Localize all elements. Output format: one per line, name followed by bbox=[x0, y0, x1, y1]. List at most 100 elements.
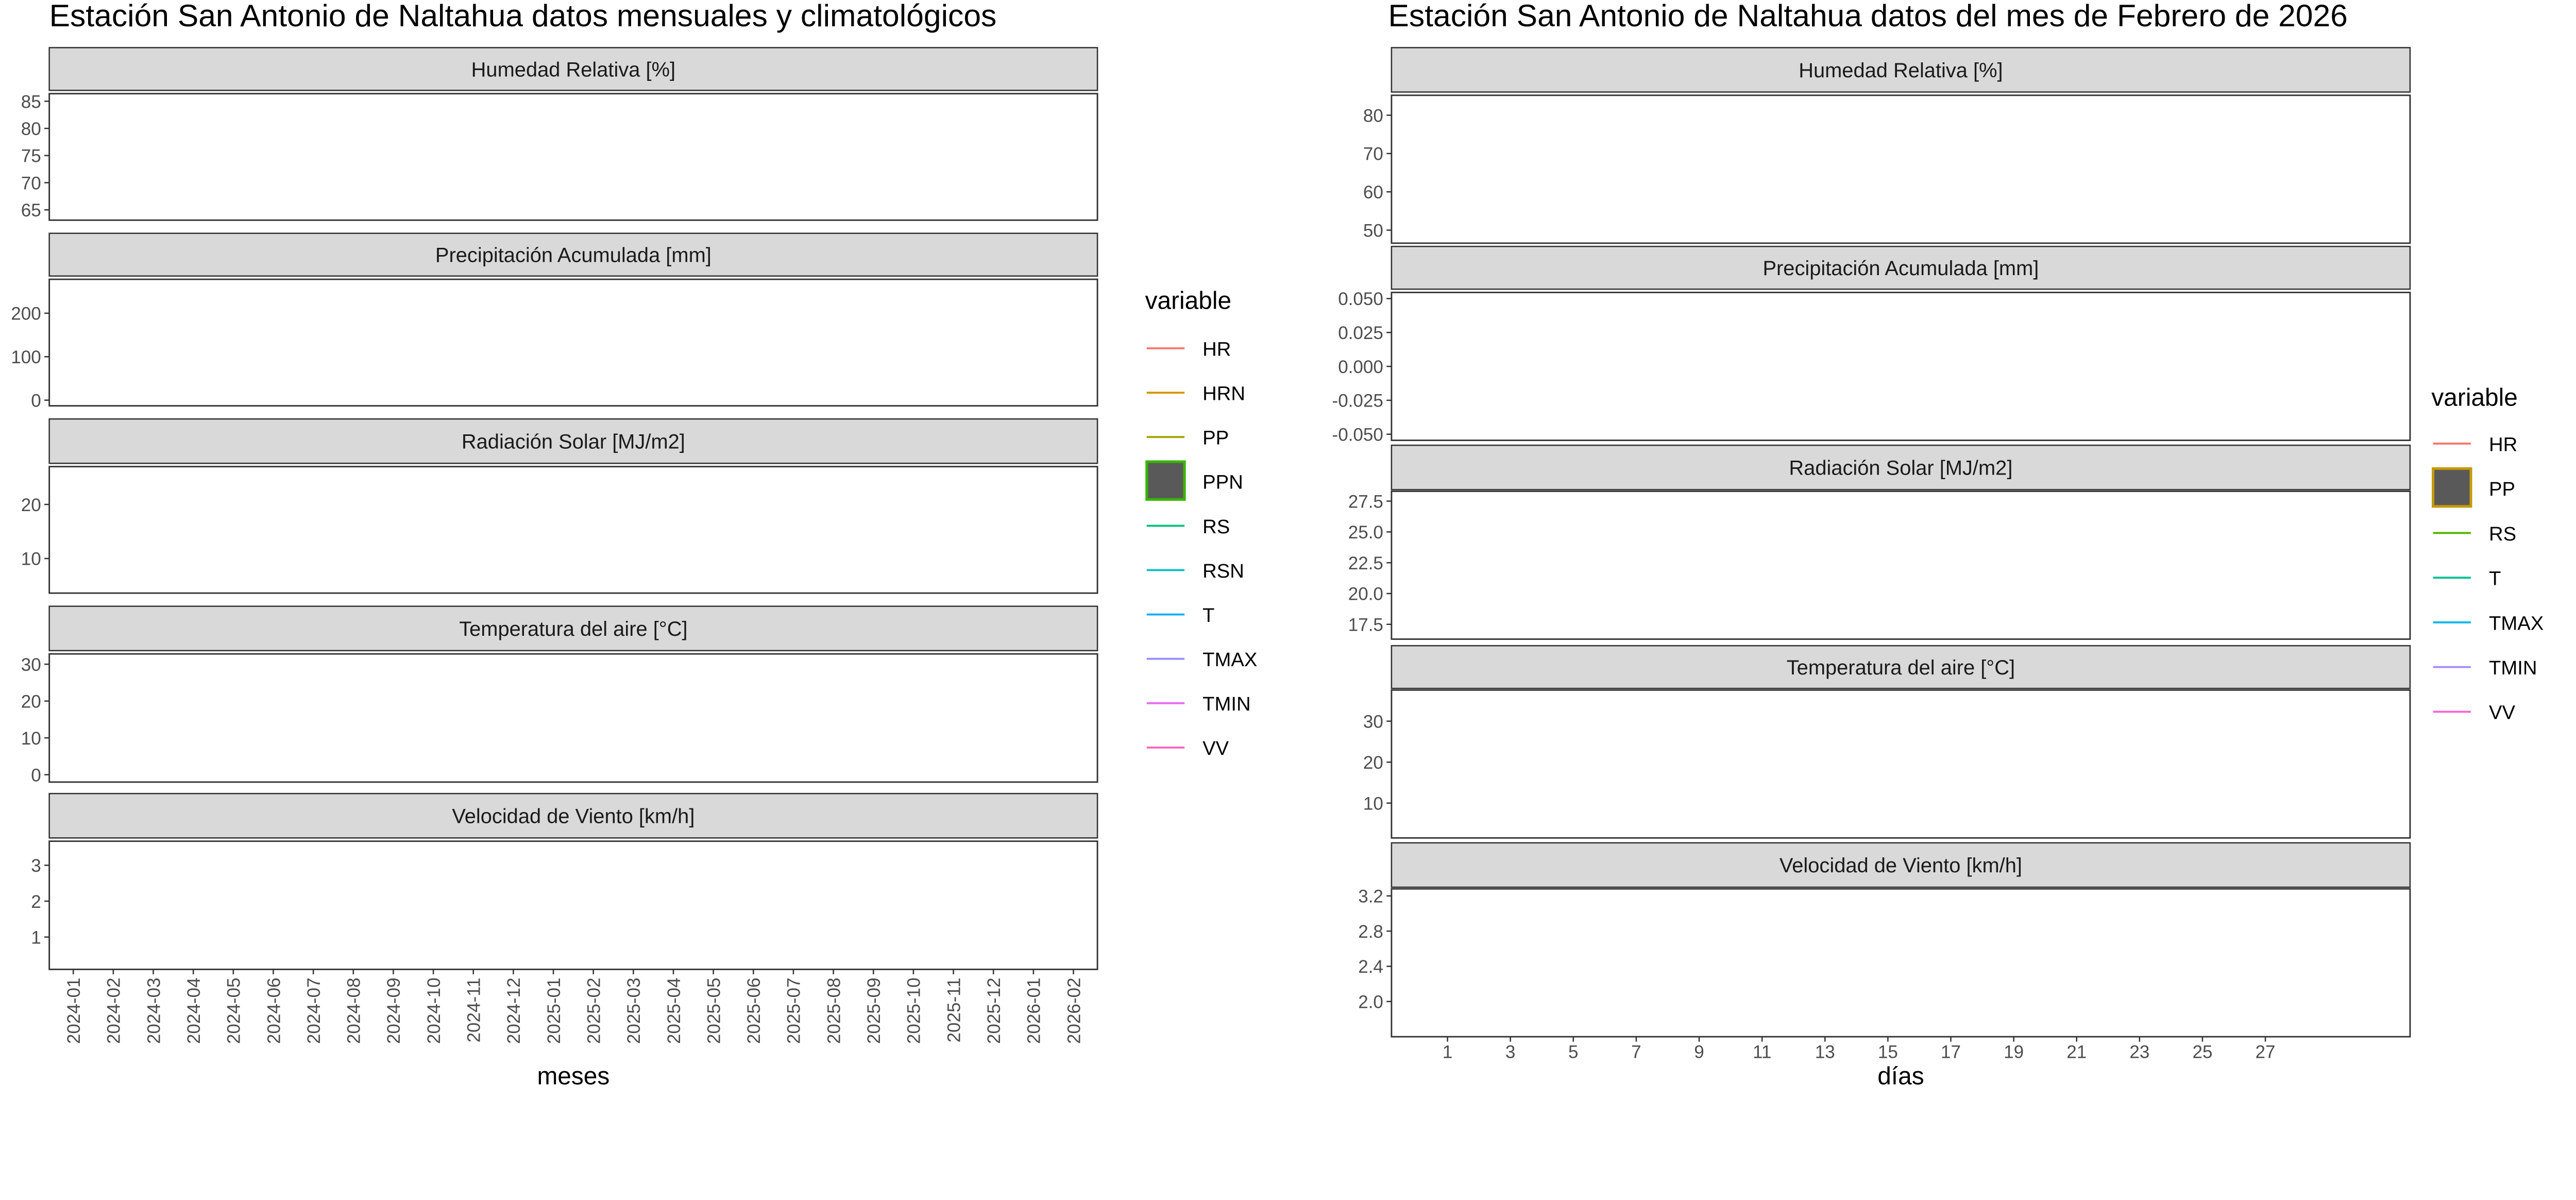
legend-label: PP bbox=[1202, 427, 1229, 449]
legend-label: VV bbox=[2489, 702, 2516, 724]
legend-item-tmax: TMAX bbox=[1146, 649, 1257, 671]
x-tick-label: 2024-10 bbox=[424, 977, 444, 1044]
y-tick-label: 2.4 bbox=[1358, 957, 1383, 977]
facet-title: Humedad Relativa [%] bbox=[471, 58, 675, 81]
x-tick-label: 7 bbox=[1631, 1042, 1641, 1062]
x-tick-label: 23 bbox=[2129, 1042, 2149, 1062]
x-tick-label: 2025-11 bbox=[944, 977, 964, 1042]
y-tick-label: 10 bbox=[21, 729, 41, 749]
x-tick-label: 2025-06 bbox=[744, 977, 764, 1044]
x-tick-label: 2025-10 bbox=[904, 977, 924, 1044]
facet-velocidad: Velocidad de Viento [km/h] 1 2 3 bbox=[31, 792, 1098, 970]
facet-title: Velocidad de Viento [km/h] bbox=[1780, 854, 2022, 877]
y-tick-label: 20 bbox=[1363, 753, 1383, 773]
legend-label: TMIN bbox=[1202, 693, 1250, 715]
x-tick-label: 2025-01 bbox=[544, 977, 564, 1044]
y-tick-label: 0.050 bbox=[1338, 289, 1383, 309]
legend-item-hr: HR bbox=[1146, 338, 1231, 360]
y-tick-label: 25.0 bbox=[1348, 522, 1383, 543]
y-tick-label: 3.2 bbox=[1358, 887, 1383, 907]
facet-humedad: Humedad Relativa [%] 65 70 75 80 85 bbox=[21, 47, 1098, 221]
y-tick-label: 0.000 bbox=[1338, 357, 1383, 377]
y-tick-label: 30 bbox=[1363, 712, 1383, 732]
x-tick-label: 2025-02 bbox=[584, 977, 604, 1044]
legend-item-t: T bbox=[2433, 568, 2501, 590]
panel-border bbox=[1391, 94, 2411, 244]
x-tick-label: 13 bbox=[1815, 1042, 1835, 1062]
legend-label: HR bbox=[1202, 338, 1231, 360]
facet-title: Precipitación Acumulada [mm] bbox=[435, 244, 711, 267]
x-tick-label: 3 bbox=[1505, 1042, 1516, 1062]
legend-item-pp: PP bbox=[1146, 427, 1229, 449]
legend-item-ppn: PPN bbox=[1145, 460, 1243, 501]
x-tick-label: 5 bbox=[1568, 1042, 1579, 1062]
legend-item-tmax: TMAX bbox=[2433, 612, 2544, 634]
legend-item-hr: HR bbox=[2433, 433, 2517, 455]
facet-strip bbox=[1391, 842, 2411, 888]
facet-title: Velocidad de Viento [km/h] bbox=[452, 805, 694, 828]
legend-label: TMIN bbox=[2489, 657, 2537, 679]
x-tick-label: 2025-07 bbox=[784, 977, 804, 1044]
panel-border bbox=[1391, 292, 2411, 442]
x-tick-label: 2025-05 bbox=[704, 977, 724, 1044]
x-tick-label: 15 bbox=[1878, 1042, 1898, 1062]
y-tick-label: 10 bbox=[1363, 793, 1383, 814]
x-tick-label: 2025-03 bbox=[624, 977, 644, 1044]
facet-strip bbox=[48, 605, 1098, 652]
facet-title: Radiación Solar [MJ/m2] bbox=[1789, 457, 2012, 480]
legend-item-vv: VV bbox=[1146, 737, 1229, 759]
x-tick-label: 2025-08 bbox=[824, 977, 844, 1044]
y-tick-label: 2 bbox=[31, 892, 41, 912]
legend-item-hrn: HRN bbox=[1146, 382, 1245, 404]
panel-border bbox=[48, 840, 1098, 970]
y-tick-label: 20 bbox=[21, 691, 41, 712]
facet-title: Humedad Relativa [%] bbox=[1799, 59, 2003, 82]
facet-strip bbox=[1391, 246, 2411, 290]
facet-temperatura: Temperatura del aire [°C] 10 20 30 bbox=[1363, 645, 2411, 839]
x-tick-label: 2024-08 bbox=[344, 977, 364, 1044]
x-tick-label: 2024-06 bbox=[264, 977, 284, 1044]
y-tick-label: 50 bbox=[1363, 221, 1383, 241]
facet-precipitación: Precipitación Acumulada [mm] -0.050 -0.025… bbox=[1332, 246, 2411, 445]
legend-label: HR bbox=[2489, 433, 2517, 455]
panel-border bbox=[48, 466, 1098, 594]
x-tick-label: 2024-07 bbox=[304, 977, 324, 1044]
y-tick-label: 20.0 bbox=[1348, 584, 1383, 604]
legend-label: TMAX bbox=[2489, 612, 2544, 634]
legend-label: T bbox=[2489, 568, 2501, 590]
y-tick-label: 17.5 bbox=[1348, 615, 1383, 635]
facet-strip bbox=[48, 792, 1098, 839]
y-tick-label: 22.5 bbox=[1348, 553, 1383, 573]
legend-label: PPN bbox=[1202, 471, 1243, 494]
y-tick-label: 65 bbox=[21, 200, 41, 221]
x-tick-label: 2024-11 bbox=[464, 977, 484, 1042]
panel-border bbox=[1391, 888, 2411, 1038]
legend-key-box bbox=[1145, 460, 1186, 501]
left-chart: Humedad Relativa [%] 65 70 75 80 85 Precipitac… bbox=[11, 47, 1257, 1044]
legend-label: RS bbox=[1202, 516, 1230, 538]
right-chart: Humedad Relativa [%] 50 60 70 80 Precipitació… bbox=[1332, 47, 2544, 1062]
facet-precipitación: Precipitación Acumulada [mm] 0 100 200 bbox=[11, 232, 1098, 411]
x-tick-label: 2026-01 bbox=[1024, 977, 1044, 1044]
x-tick-label: 2024-01 bbox=[64, 977, 84, 1044]
y-tick-label: 80 bbox=[21, 119, 41, 139]
y-tick-label: 0.025 bbox=[1338, 323, 1383, 343]
x-tick-label: 25 bbox=[2192, 1042, 2212, 1062]
legend-item-rs: RS bbox=[2433, 523, 2516, 545]
x-tick-label: 2025-09 bbox=[864, 977, 884, 1044]
facet-temperatura: Temperatura del aire [°C] 0 10 20 30 bbox=[21, 605, 1098, 785]
left-legend-title: variable bbox=[1145, 287, 1232, 314]
legend-item-rsn: RSN bbox=[1146, 560, 1244, 582]
x-tick-label: 19 bbox=[2004, 1042, 2024, 1062]
legend-label: VV bbox=[1202, 737, 1229, 759]
y-tick-label: 2.8 bbox=[1358, 922, 1383, 942]
legend-item-pp: PP bbox=[2432, 467, 2515, 508]
y-tick-label: 20 bbox=[21, 495, 41, 515]
right-x-axis-title: días bbox=[1877, 1063, 1924, 1090]
x-tick-label: 2025-12 bbox=[984, 977, 1004, 1044]
facet-velocidad: Velocidad de Viento [km/h] 2.0 2.4 2.8 3.2 bbox=[1358, 842, 2411, 1038]
left-chart-title: Estación San Antonio de Naltahua datos m… bbox=[49, 0, 997, 33]
x-tick-label: 2026-02 bbox=[1064, 977, 1084, 1044]
y-tick-label: 10 bbox=[21, 549, 41, 569]
legend-item-tmin: TMIN bbox=[1146, 693, 1251, 715]
